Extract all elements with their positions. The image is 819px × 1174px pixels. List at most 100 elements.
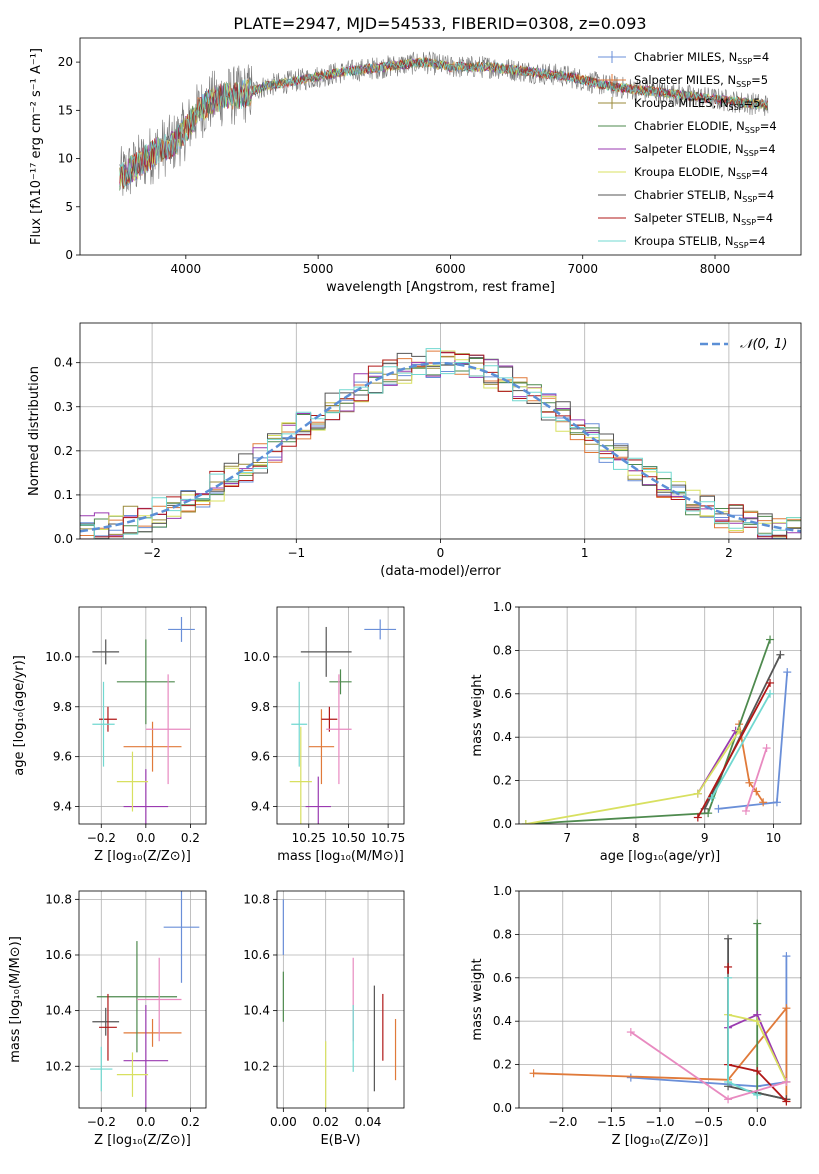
- plot-area: [79, 891, 206, 1108]
- legend-entry-label: Salpeter MILES, NSSP=5: [634, 73, 768, 89]
- spectrum-legend: Chabrier MILES, NSSP=4 Salpeter MILES, NS…: [598, 50, 777, 250]
- y-tick-label: 0.8: [493, 927, 512, 941]
- x-axis-label: E(B-V): [320, 1133, 360, 1148]
- legend-entry-label: Kroupa MILES, NSSP=5: [634, 96, 760, 112]
- legend-entry-name: Kroupa STELIB, N: [634, 234, 734, 248]
- legend-entry-label: Chabrier MILES, NSSP=4: [634, 50, 769, 66]
- x-axis-label: mass [log₁₀(M/M⊙)]: [277, 849, 404, 864]
- axes-frame: [518, 890, 802, 1109]
- legend-entry-count: =4: [751, 165, 768, 179]
- y-tick-label: 10.6: [243, 948, 270, 962]
- plot-area: [277, 607, 404, 824]
- y-tick-label: 0.4: [54, 356, 73, 370]
- axes-weight_vs_age: 7 8 9 10 0.0 0.2 0.4 0.6 0.8 1.0 age [log₁₀(age/yr…: [470, 600, 802, 864]
- y-tick-label: 0: [65, 248, 73, 262]
- axes-frame: [518, 606, 802, 825]
- weight-line: [727, 977, 758, 1096]
- x-tick-label: −0.2: [87, 1115, 116, 1129]
- x-tick-label: 0.0: [136, 831, 155, 845]
- spectrum-model-kroupa-elodie: [119, 56, 768, 187]
- y-tick-label: 0.4: [493, 1014, 512, 1028]
- x-tick-label: 2: [725, 546, 733, 560]
- y-tick-label: 0.0: [493, 1101, 512, 1115]
- y-tick-label: 0.2: [54, 444, 73, 458]
- axes-mass_vs_Z: −0.2 0.0 0.2 10.2 10.4 10.6 10.8 Z [log₁₀(Z/Z⊙)…: [8, 890, 207, 1148]
- weight-line: [738, 724, 764, 803]
- legend-entry-count: =5: [744, 96, 761, 110]
- y-tick-label: 10.8: [45, 892, 72, 906]
- y-tick-label: 10.4: [243, 1004, 270, 1018]
- axes-spectrum: 4000 5000 6000 7000 8000 0 5 10 15 20 wavelength […: [29, 37, 802, 295]
- y-tick-label: 9.4: [251, 800, 270, 814]
- x-tick-label: 0.2: [181, 1115, 200, 1129]
- legend-entry-count: =4: [752, 50, 769, 64]
- x-tick-label: 7000: [567, 262, 598, 276]
- x-tick-label: 0.00: [270, 1115, 297, 1129]
- plot-area: [80, 323, 801, 539]
- spectrum-model-kroupa-stelib: [119, 57, 768, 188]
- y-tick-label: 10.2: [243, 1059, 270, 1073]
- x-axis-label: (data-model)/error: [380, 564, 501, 579]
- legend-entry-count: =4: [757, 188, 774, 202]
- axes-age_vs_Z: −0.2 0.0 0.2 9.4 9.6 9.8 10.0 Z [log₁₀(Z/Z⊙)] ag…: [12, 606, 207, 864]
- legend-entry-sub: SSP: [736, 172, 751, 181]
- legend-entry-label: Salpeter STELIB, NSSP=4: [634, 211, 773, 227]
- plot-area: [277, 891, 404, 1108]
- axes-frame: [78, 606, 207, 825]
- plot-area: [119, 51, 769, 196]
- legend-entry-name: Kroupa MILES, N: [634, 96, 729, 110]
- y-tick-label: 9.6: [53, 750, 72, 764]
- y-axis-label: mass weight: [470, 958, 485, 1040]
- legend-entry-count: =4: [756, 211, 773, 225]
- y-tick-label: 9.4: [53, 800, 72, 814]
- x-tick-label: 9: [701, 831, 709, 845]
- axes-mass_vs_EBV: 0.00 0.02 0.04 10.2 10.4 10.6 10.8 E(B-V): [243, 890, 405, 1148]
- axes-frame: [276, 606, 405, 825]
- y-tick-label: 0.1: [54, 488, 73, 502]
- axes-age_vs_mass: 10.25 10.50 10.75 9.4 9.6 9.8 10.0 mass [log₁₀(…: [243, 606, 405, 864]
- x-tick-label: 0.02: [312, 1115, 339, 1129]
- y-axis-label: Flux [fλ10⁻¹⁷ erg cm⁻² s⁻¹ A⁻¹]: [29, 48, 44, 245]
- legend-entry-sub: SSP: [734, 241, 749, 250]
- axes-frame: [276, 890, 405, 1109]
- legend-entry-sub: SSP: [741, 218, 756, 227]
- gaussian-curve: [80, 361, 801, 533]
- x-tick-label: 10.75: [371, 831, 405, 845]
- y-tick-label: 9.8: [53, 700, 72, 714]
- y-tick-label: 5: [65, 200, 73, 214]
- y-tick-label: 0.6: [493, 971, 512, 985]
- y-axis-label: mass [log₁₀(M/M⊙)]: [8, 936, 23, 1063]
- axes-weight_vs_Z: −2.0 −1.5 −1.0 −0.5 0.0 0.0 0.2 0.4 0.6 0.8 1.0 Z […: [470, 884, 802, 1148]
- legend-label-gaussian: 𝒩(0, 1): [740, 337, 787, 352]
- plot-area: [519, 607, 801, 824]
- y-tick-label: 15: [58, 103, 73, 117]
- x-tick-label: 7: [563, 831, 571, 845]
- legend-entry-count: =4: [749, 234, 766, 248]
- x-tick-label: −2: [143, 546, 161, 560]
- x-tick-label: 0.0: [136, 1115, 155, 1129]
- y-tick-label: 0.0: [54, 532, 73, 546]
- x-tick-label: 6000: [435, 262, 466, 276]
- legend-entry-sub: SSP: [744, 149, 759, 158]
- weight-line: [745, 747, 768, 812]
- x-tick-label: 10: [766, 831, 781, 845]
- x-axis-label: Z [log₁₀(Z/Z⊙)]: [94, 1133, 191, 1148]
- y-axis-label: age [log₁₀(age/yr)]: [12, 655, 27, 776]
- x-axis-label: age [log₁₀(age/yr)]: [600, 849, 721, 864]
- legend-entry-label: Salpeter ELODIE, NSSP=4: [634, 142, 776, 158]
- x-tick-label: 8: [632, 831, 640, 845]
- legend-entry-label: Chabrier ELODIE, NSSP=4: [634, 119, 777, 135]
- legend-entry-name: Kroupa ELODIE, N: [634, 165, 736, 179]
- legend-entry-sub: SSP: [729, 103, 744, 112]
- plot-area: [79, 607, 206, 824]
- axes-frame: [78, 890, 207, 1109]
- x-axis-label: Z [log₁₀(Z/Z⊙)]: [94, 849, 191, 864]
- legend-entry-name: Chabrier ELODIE, N: [634, 119, 745, 133]
- x-axis-label: wavelength [Angstrom, rest frame]: [326, 280, 555, 295]
- y-tick-label: 10.0: [243, 650, 270, 664]
- y-tick-label: 10.8: [243, 892, 270, 906]
- weight-line: [697, 682, 771, 818]
- weight-line: [710, 693, 771, 799]
